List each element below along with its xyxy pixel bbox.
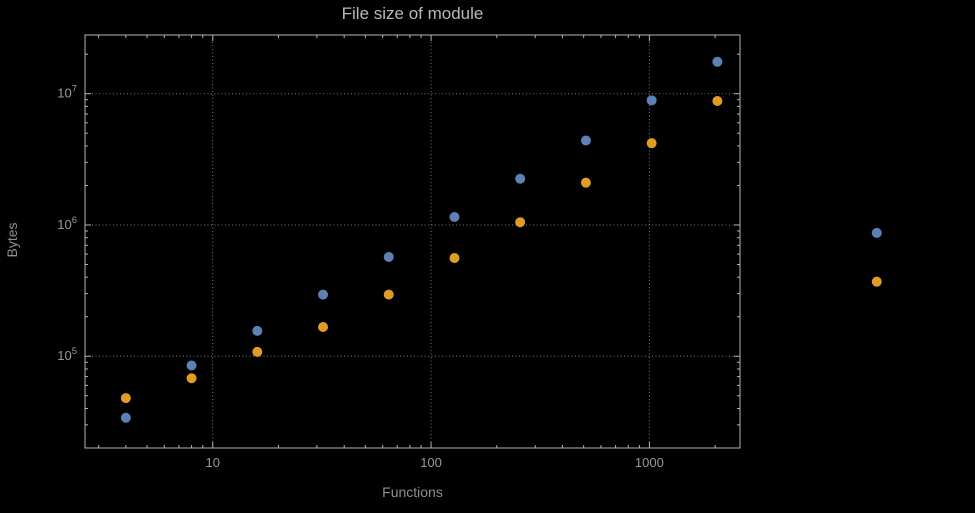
data-point-series-2 [120,393,131,404]
data-point-series-1 [449,212,460,223]
data-point-series-1 [383,252,394,263]
data-point-series-2 [186,373,197,384]
data-point-series-1 [712,56,723,67]
data-point-series-2 [646,138,657,149]
x-tick-label: 100 [420,455,442,470]
data-point-series-2 [515,217,526,228]
x-tick-label: 10 [205,455,219,470]
data-point-series-1 [646,95,657,106]
x-tick-label: 1000 [635,455,664,470]
data-point-series-2 [871,276,882,287]
data-point-series-2 [318,322,329,333]
data-point-series-1 [252,325,263,336]
data-point-series-2 [383,289,394,300]
y-tick-label: 106 [57,215,77,232]
data-point-series-1 [580,135,591,146]
chart-title: File size of module [341,4,484,23]
plot-frame [84,34,741,449]
x-axis-label: Functions [382,484,443,500]
y-tick-label: 107 [57,84,77,101]
data-point-series-2 [252,346,263,357]
data-point-series-1 [515,173,526,184]
data-point-series-1 [871,227,882,238]
data-point-series-1 [318,289,329,300]
data-point-series-1 [186,360,197,371]
data-point-series-2 [580,177,591,188]
data-point-series-2 [712,95,723,106]
y-tick-label: 105 [57,346,77,363]
data-point-series-2 [449,253,460,264]
data-point-series-1 [120,412,131,423]
